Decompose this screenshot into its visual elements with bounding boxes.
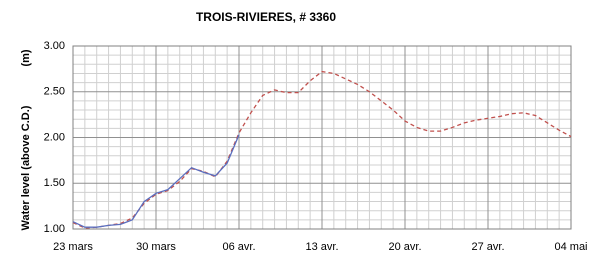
y-tick-label: 3.00 <box>44 40 65 52</box>
x-tick-label: 20 avr. <box>388 241 421 253</box>
y-tick-label: 1.50 <box>44 177 65 189</box>
chart-title: TROIS-RIVIERES, # 3360 <box>196 10 336 24</box>
y-tick-label: 2.50 <box>44 86 65 98</box>
x-tick-label: 27 avr. <box>471 241 504 253</box>
series-line <box>72 70 572 229</box>
y-axis-label: Water level (above C.D.) <box>20 105 32 230</box>
y-tick-label: 2.00 <box>44 131 65 143</box>
x-tick-label: 04 mai <box>554 241 587 253</box>
y-axis-unit: (m) <box>20 49 32 66</box>
series-line <box>72 134 240 228</box>
plot-frame <box>72 45 572 230</box>
x-tick-label: 30 mars <box>136 241 176 253</box>
x-tick-label: 13 avr. <box>305 241 338 253</box>
y-tick-label: 1.00 <box>44 223 65 235</box>
x-tick-label: 23 mars <box>53 241 93 253</box>
x-tick-label: 06 avr. <box>222 241 255 253</box>
